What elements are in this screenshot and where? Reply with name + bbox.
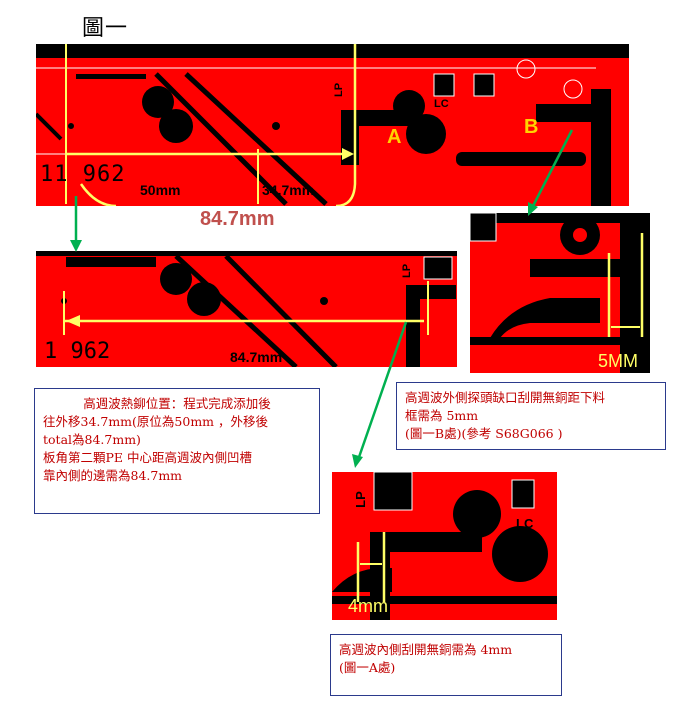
note-right-line: 高週波外側探頭缺口刮開無銅距下料 xyxy=(405,390,606,405)
silk-lp: LP xyxy=(352,491,368,508)
silk-number: 1 962 xyxy=(44,339,111,364)
note-left-line: 高週波熱鉚位置：程式完成添加後 xyxy=(83,396,271,411)
note-left-line: 往外移34.7mm(原位為50mm ，外移後 xyxy=(43,414,269,429)
pcb-mid-right-artwork xyxy=(470,213,650,373)
silk-lp: LP xyxy=(333,82,346,98)
note-right-line: (圖一B處)(參考 S68G066 ) xyxy=(405,426,563,441)
pcb-top-panel: 11 962 50mm 34.7mm A B LP LC xyxy=(36,44,629,206)
note-left: 高週波熱鉚位置：程式完成添加後 往外移34.7mm(原位為50mm ，外移後 t… xyxy=(34,388,320,514)
label-a: A xyxy=(387,126,402,148)
note-left-line: 靠內側的邊需為84.7mm xyxy=(43,468,183,483)
figure-title: 圖一 xyxy=(82,16,129,41)
pcb-bottom-panel: 4mm LP LC xyxy=(332,472,557,620)
pcb-bottom-artwork xyxy=(332,472,557,620)
silk-lc: LC xyxy=(434,98,449,110)
note-bottom-line: 高週波內側刮開無銅需為 4mm xyxy=(339,642,513,657)
dim-total: 84.7mm xyxy=(230,349,283,365)
pcb-mid-left-artwork xyxy=(36,251,457,367)
dim-4mm: 4mm xyxy=(348,596,388,616)
note-right: 高週波外側探頭缺口刮開無銅距下料 框需為 5mm (圖一B處)(參考 S68G0… xyxy=(396,382,666,450)
note-left-line: total為84.7mm) xyxy=(43,432,141,447)
note-bottom-line: (圖一A處) xyxy=(339,660,396,675)
dim-50: 50mm xyxy=(140,182,181,198)
silk-number: 11 962 xyxy=(40,162,126,187)
label-b: B xyxy=(524,116,539,138)
silk-lc: LC xyxy=(516,516,534,531)
note-right-line: 框需為 5mm xyxy=(405,408,479,423)
note-left-line: 板角第二顆PE 中心距高週波內側凹槽 xyxy=(43,450,253,465)
dim-total-label: 84.7mm xyxy=(200,208,275,230)
silk-lp: LP xyxy=(401,263,414,279)
dim-5mm: 5MM xyxy=(598,351,638,371)
note-bottom: 高週波內側刮開無銅需為 4mm (圖一A處) xyxy=(330,634,562,696)
pcb-mid-right-panel: 5MM xyxy=(470,213,650,373)
pcb-mid-left-panel: 1 962 84.7mm LP xyxy=(36,251,457,367)
dim-34-7: 34.7mm xyxy=(262,182,315,198)
